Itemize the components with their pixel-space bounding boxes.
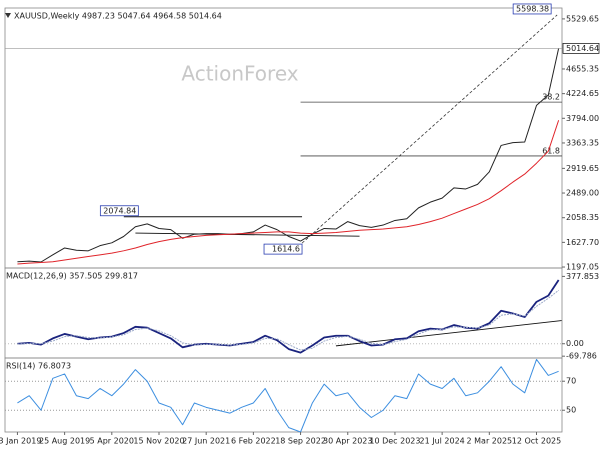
trendline xyxy=(135,232,360,237)
y-tick-label: 3363.35 xyxy=(566,138,599,147)
title-marker xyxy=(5,13,11,18)
panel-title: XAUUSD,Weekly 4987.23 5047.64 4964.58 50… xyxy=(14,12,222,21)
projection-line xyxy=(301,14,558,244)
last-price-label: 5014.64 xyxy=(566,44,599,53)
y-tick-label: -69.786 xyxy=(566,352,597,361)
high-label: 5598.38 xyxy=(516,4,549,13)
trendline xyxy=(335,320,562,347)
series-line xyxy=(17,289,559,351)
y-tick-label: 1627.70 xyxy=(566,238,599,247)
series-line xyxy=(17,120,560,265)
x-tick-label: 12 Oct 2025 xyxy=(512,437,561,446)
x-tick-label: 30 Apr 2023 xyxy=(323,437,372,446)
series-line xyxy=(17,358,559,433)
swing-high-label: 2074.84 xyxy=(103,206,136,215)
panel-frame xyxy=(4,357,563,433)
x-tick-label: 18 Sep 2022 xyxy=(275,437,326,446)
x-tick-label: 2 Mar 2025 xyxy=(467,437,513,446)
x-tick-label: 21 Jul 2024 xyxy=(419,437,464,446)
y-tick-label: 2058.35 xyxy=(566,213,599,222)
panel-title: RSI(14) 76.8073 xyxy=(6,362,71,371)
series-line xyxy=(17,48,560,263)
y-tick-label: 377.853 xyxy=(566,272,599,281)
swing-low-label-box xyxy=(263,243,303,255)
y-tick-label: 4655.35 xyxy=(566,64,599,73)
fib-label: 61.8 xyxy=(542,146,560,155)
y-tick-label: 3794.00 xyxy=(566,114,599,123)
x-tick-label: 15 Nov 2020 xyxy=(133,437,184,446)
y-tick-label: 0.00 xyxy=(566,339,584,348)
swing-low-label: 1614.6 xyxy=(272,245,300,254)
x-tick-label: 13 Jan 2019 xyxy=(0,437,41,446)
swing-high-label-box xyxy=(99,205,139,217)
panel-title: MACD(12,26,9) 357.505 299.817 xyxy=(6,272,138,281)
y-tick-label: 1197.05 xyxy=(566,263,599,272)
x-tick-label: 27 Jun 2021 xyxy=(182,437,230,446)
y-tick-label: 5529.65 xyxy=(566,14,599,23)
high-label-box xyxy=(512,3,552,15)
y-tick-label: 70 xyxy=(566,377,576,386)
y-tick-label: 50 xyxy=(566,406,576,415)
y-tick-label: 2489.00 xyxy=(566,189,599,198)
x-tick-label: 5 Apr 2020 xyxy=(90,437,134,446)
last-price-box xyxy=(562,42,600,54)
watermark: ActionForex xyxy=(181,62,298,86)
x-tick-label: 25 Aug 2019 xyxy=(39,437,90,446)
y-tick-label: 2919.65 xyxy=(566,164,599,173)
y-tick-label: 4224.65 xyxy=(566,89,599,98)
fib-label: 38.2 xyxy=(542,93,560,102)
x-tick-label: 10 Dec 2023 xyxy=(369,437,420,446)
x-tick-label: 6 Feb 2022 xyxy=(231,437,276,446)
